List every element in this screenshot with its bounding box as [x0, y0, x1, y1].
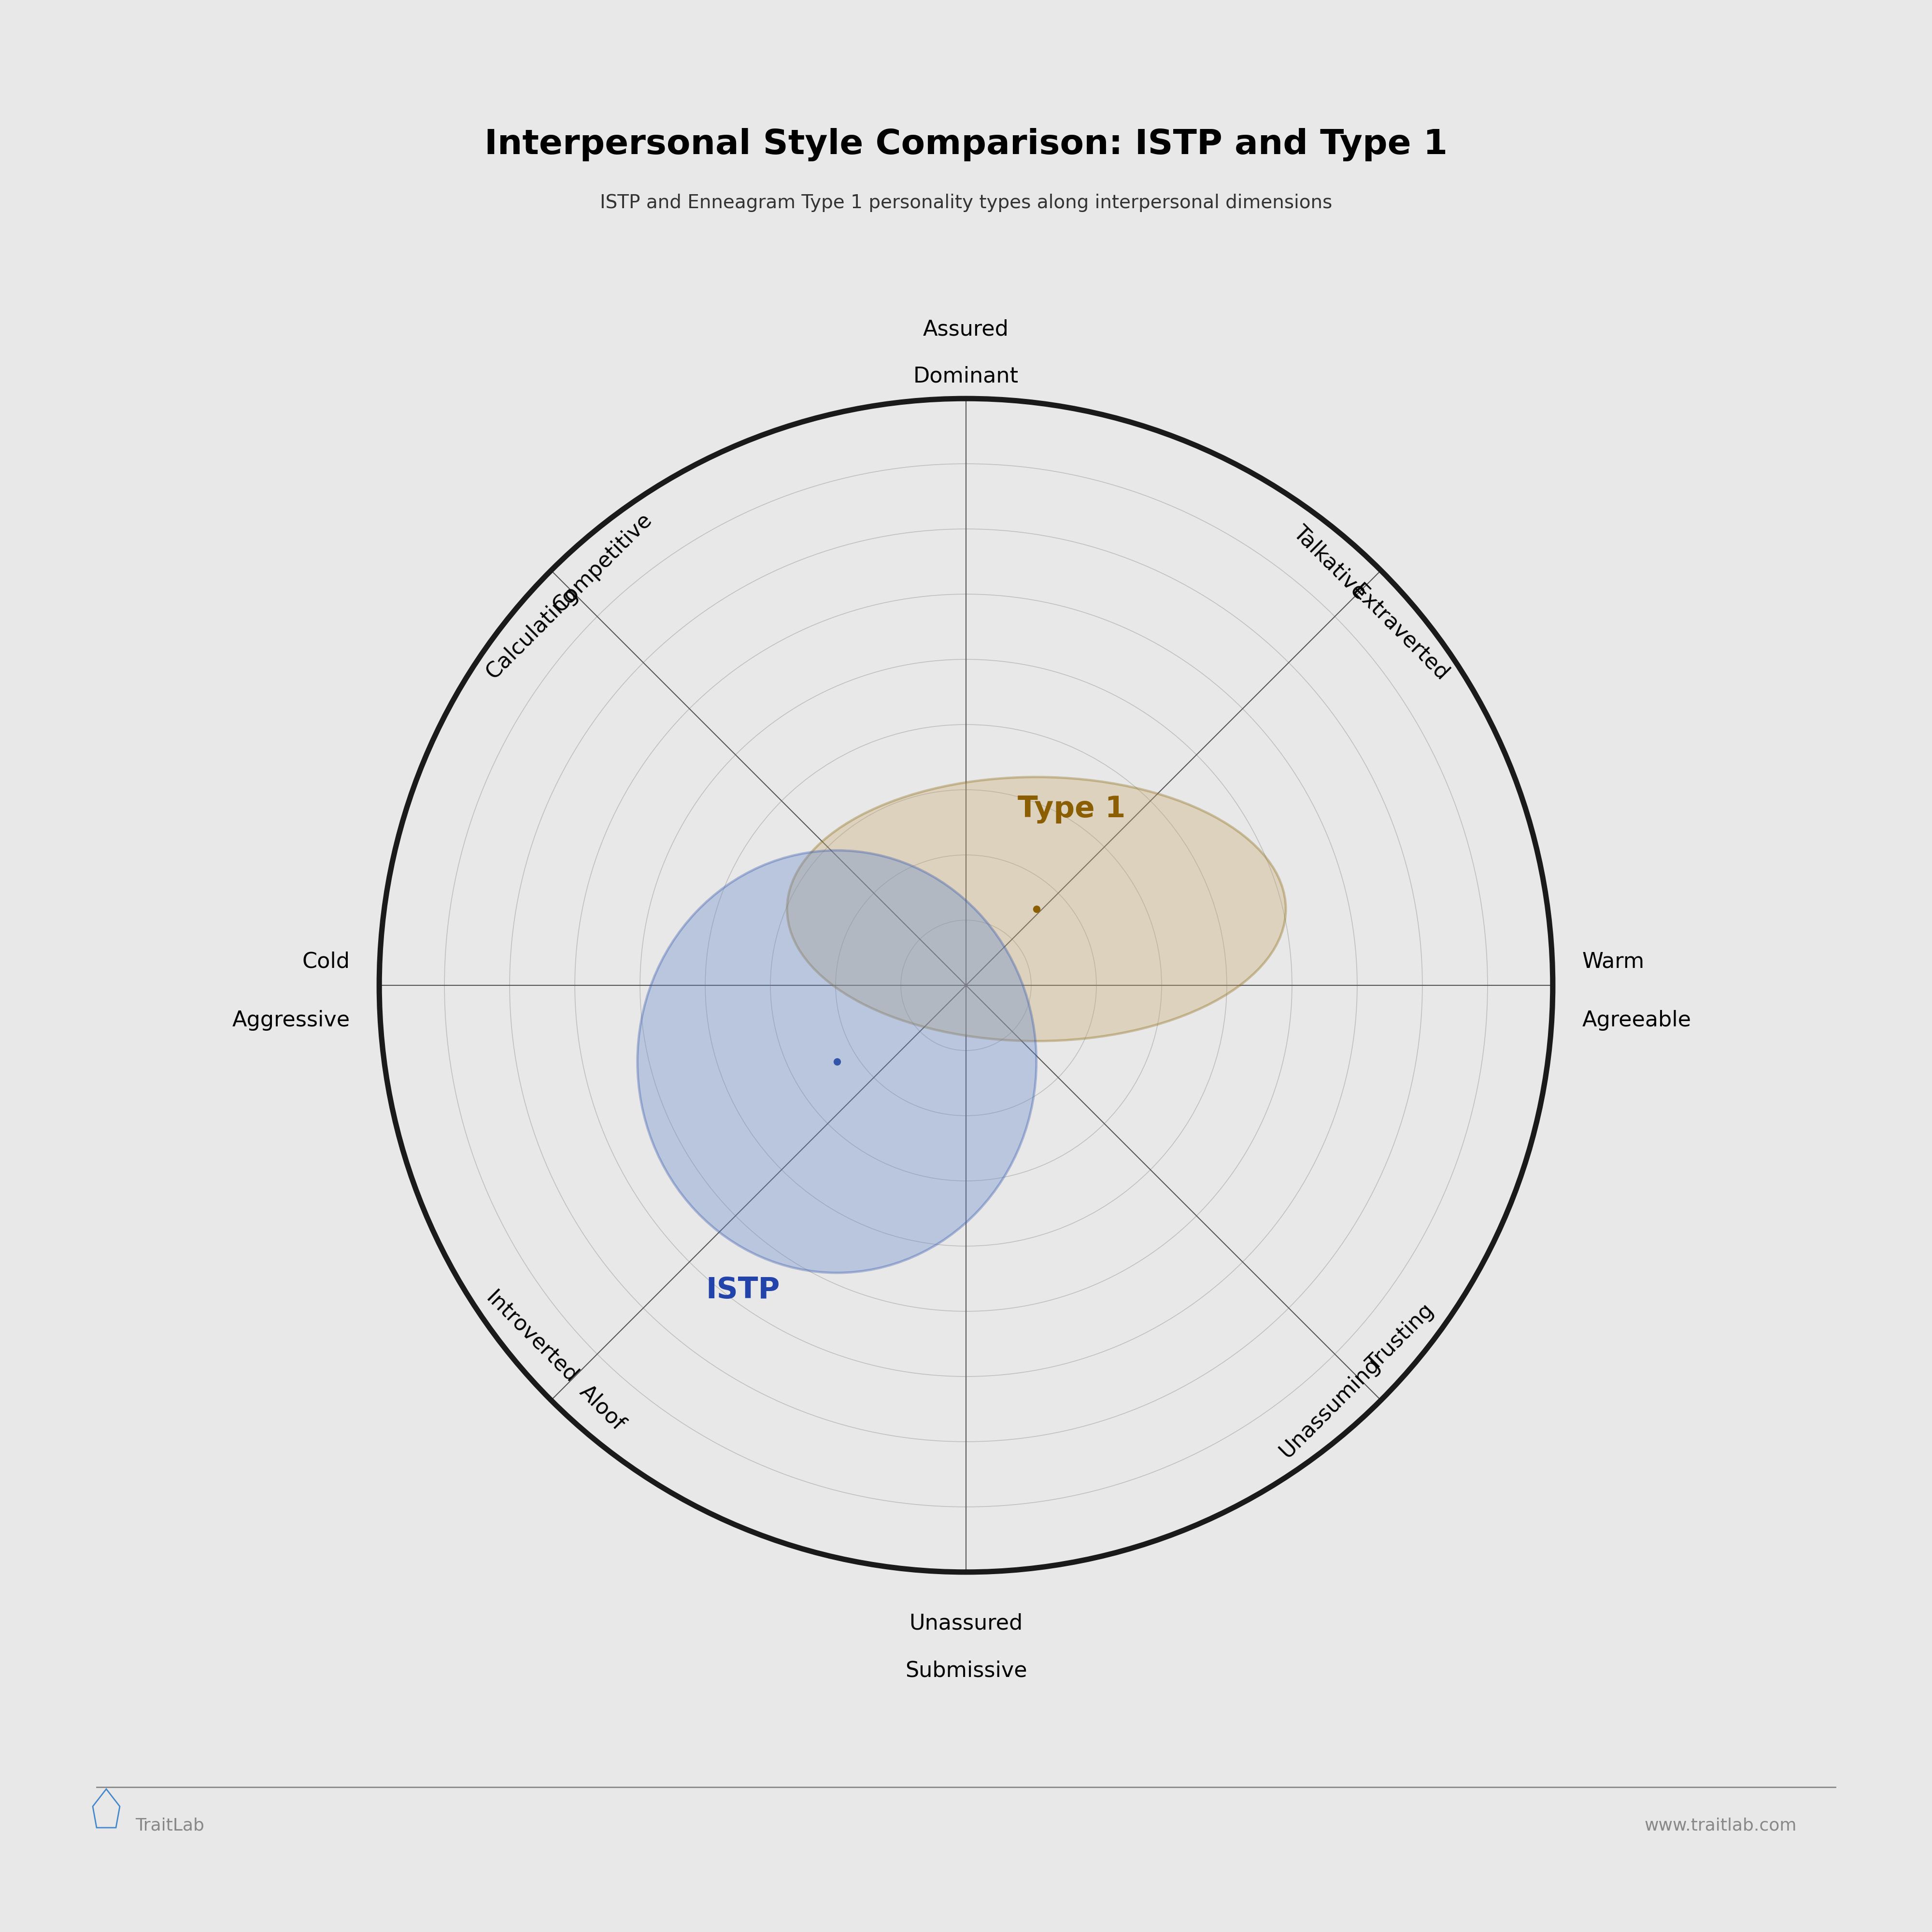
Text: Dominant: Dominant [914, 365, 1018, 386]
Text: Warm: Warm [1582, 951, 1644, 972]
Text: Unassuming: Unassuming [1275, 1354, 1383, 1463]
Text: ISTP and Enneagram Type 1 personality types along interpersonal dimensions: ISTP and Enneagram Type 1 personality ty… [599, 193, 1333, 213]
Text: TraitLab: TraitLab [135, 1818, 205, 1833]
Text: www.traitlab.com: www.traitlab.com [1644, 1818, 1797, 1833]
Text: Interpersonal Style Comparison: ISTP and Type 1: Interpersonal Style Comparison: ISTP and… [485, 128, 1447, 162]
Text: Trusting: Trusting [1362, 1300, 1437, 1376]
Text: Calculating: Calculating [481, 583, 582, 684]
Text: Agreeable: Agreeable [1582, 1010, 1690, 1032]
Text: Type 1: Type 1 [1018, 796, 1126, 823]
Text: Aloof: Aloof [576, 1381, 628, 1434]
Text: Aggressive: Aggressive [232, 1010, 350, 1032]
Text: Unassured: Unassured [910, 1613, 1022, 1634]
Text: ISTP: ISTP [705, 1277, 781, 1304]
Text: Assured: Assured [923, 319, 1009, 340]
Text: Competitive: Competitive [549, 510, 655, 616]
Text: Talkative: Talkative [1289, 522, 1370, 603]
Ellipse shape [786, 777, 1287, 1041]
Ellipse shape [638, 850, 1036, 1273]
Text: Introverted: Introverted [481, 1287, 582, 1387]
Text: Extraverted: Extraverted [1349, 582, 1453, 686]
Text: Cold: Cold [301, 951, 350, 972]
Text: Submissive: Submissive [904, 1660, 1028, 1681]
